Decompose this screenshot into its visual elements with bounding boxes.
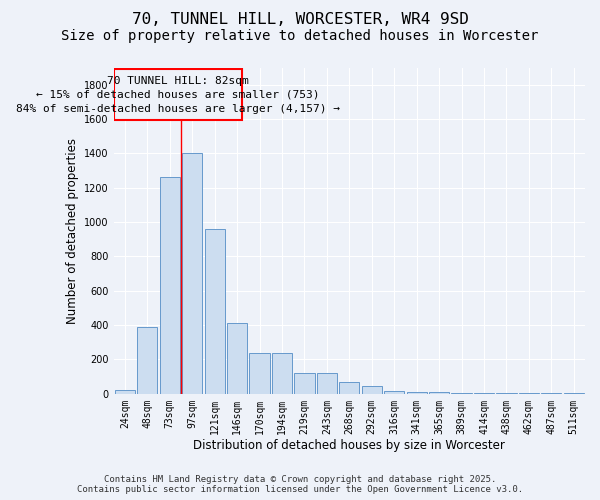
- Bar: [160, 176, 180, 394]
- Bar: [114, 69, 242, 120]
- Bar: [272, 354, 292, 394]
- Bar: [339, 382, 359, 394]
- Text: Contains HM Land Registry data © Crown copyright and database right 2025.
Contai: Contains HM Land Registry data © Crown c…: [77, 474, 523, 494]
- Bar: [227, 322, 247, 394]
- Bar: [563, 393, 584, 394]
- Y-axis label: Number of detached properties: Number of detached properties: [65, 138, 79, 324]
- Bar: [474, 393, 494, 394]
- Bar: [429, 392, 449, 394]
- Bar: [496, 393, 517, 394]
- Bar: [362, 386, 382, 394]
- Bar: [250, 354, 269, 394]
- Bar: [317, 373, 337, 394]
- Bar: [407, 392, 427, 394]
- Bar: [205, 229, 225, 394]
- Text: 70, TUNNEL HILL, WORCESTER, WR4 9SD: 70, TUNNEL HILL, WORCESTER, WR4 9SD: [131, 12, 469, 28]
- Bar: [295, 373, 314, 394]
- Bar: [384, 392, 404, 394]
- Text: Size of property relative to detached houses in Worcester: Size of property relative to detached ho…: [61, 29, 539, 43]
- Bar: [115, 390, 135, 394]
- Bar: [519, 393, 539, 394]
- Bar: [451, 393, 472, 394]
- Text: 70 TUNNEL HILL: 82sqm
← 15% of detached houses are smaller (753)
84% of semi-det: 70 TUNNEL HILL: 82sqm ← 15% of detached …: [16, 76, 340, 114]
- Bar: [137, 327, 157, 394]
- Bar: [541, 393, 562, 394]
- Bar: [182, 154, 202, 394]
- X-axis label: Distribution of detached houses by size in Worcester: Distribution of detached houses by size …: [193, 440, 505, 452]
